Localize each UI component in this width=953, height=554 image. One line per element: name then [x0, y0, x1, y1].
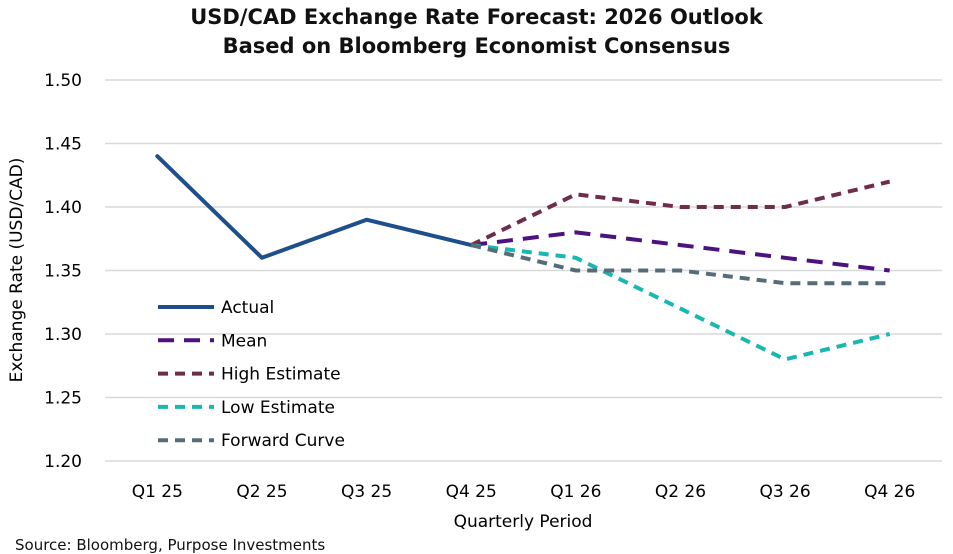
- y-tick-label: 1.25: [44, 389, 82, 409]
- y-tick-label: 1.20: [44, 452, 82, 472]
- x-axis-label: Quarterly Period: [454, 512, 593, 532]
- legend-label: Low Estimate: [221, 398, 335, 418]
- x-tick-label: Q2 25: [236, 482, 287, 502]
- x-tick-label: Q3 26: [759, 482, 810, 502]
- y-tick-label: 1.40: [44, 198, 82, 218]
- title-line-2: Based on Bloomberg Economist Consensus: [222, 34, 731, 58]
- x-tick-label: Q4 26: [864, 482, 915, 502]
- chart-title: USD/CAD Exchange Rate Forecast: 2026 Out…: [0, 3, 953, 61]
- y-tick-label: 1.45: [44, 135, 82, 155]
- source-note: Source: Bloomberg, Purpose Investments: [15, 536, 326, 554]
- x-tick-label: Q1 26: [550, 482, 601, 502]
- series-line-low-estimate: [470, 243, 891, 362]
- series-line-forward-curve: [470, 243, 890, 286]
- y-tick-label: 1.50: [44, 71, 82, 91]
- series-line-high-estimate: [470, 179, 891, 247]
- x-tick-label: Q2 26: [655, 482, 706, 502]
- legend-label: Mean: [221, 331, 267, 351]
- x-tick-label: Q3 25: [341, 482, 392, 502]
- y-axis-label: Exchange Rate (USD/CAD): [7, 158, 27, 383]
- y-tick-label: 1.30: [44, 325, 82, 345]
- series-line-actual: [155, 154, 474, 260]
- x-tick-label: Q4 25: [446, 482, 497, 502]
- y-tick-label: 1.35: [44, 262, 82, 282]
- legend-label: High Estimate: [221, 365, 341, 385]
- legend-label: Actual: [221, 298, 274, 318]
- series-line-mean: [470, 230, 890, 273]
- title-line-1: USD/CAD Exchange Rate Forecast: 2026 Out…: [190, 5, 763, 29]
- legend-label: Forward Curve: [221, 431, 345, 451]
- x-tick-label: Q1 25: [132, 482, 183, 502]
